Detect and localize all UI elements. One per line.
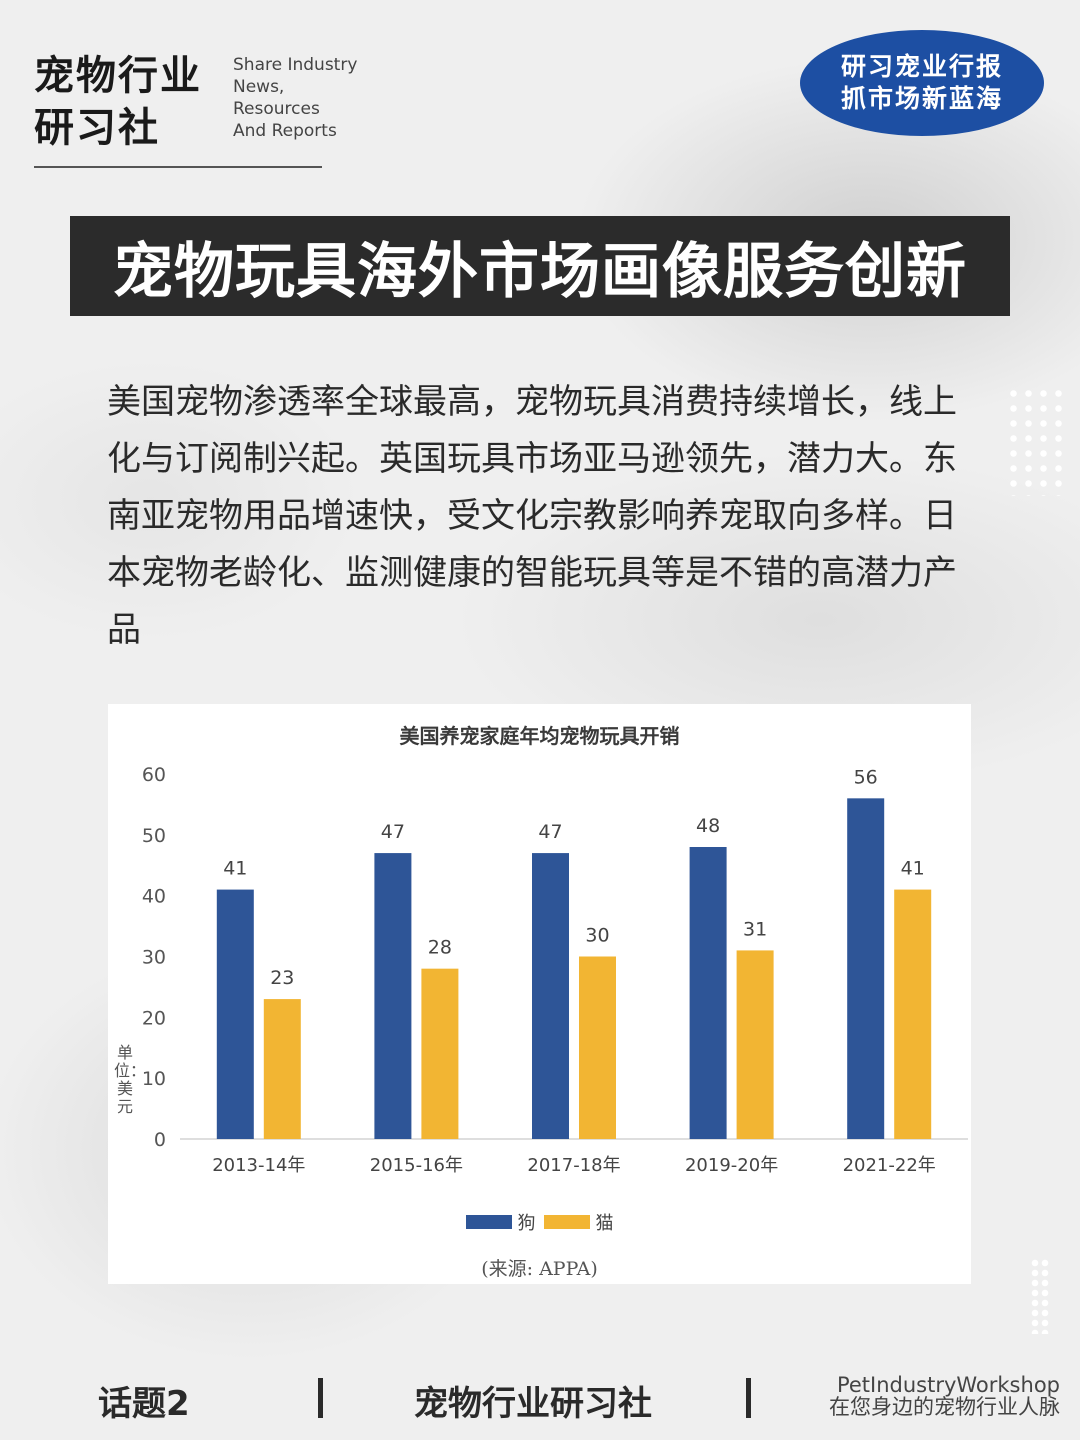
x-tick-label: 2017-18年 — [527, 1155, 620, 1176]
footer-en-name: PetIndustryWorkshop — [836, 1373, 1060, 1397]
data-label: 28 — [428, 937, 452, 959]
intro-paragraph: 美国宠物渗透率全球最高，宠物玩具消费持续增长，线上化与订阅制兴起。英国玩具市场亚… — [107, 382, 957, 650]
data-label: 56 — [854, 766, 878, 788]
data-label: 23 — [270, 967, 294, 989]
legend-swatch-dog — [465, 1215, 512, 1229]
bar-dog — [374, 853, 412, 1139]
footer-divider — [746, 1378, 751, 1418]
x-tick-label: 2019-20年 — [685, 1155, 778, 1176]
bar-cat — [736, 950, 774, 1139]
header-badge: 研习宠业行报 抓市场新蓝海 — [800, 30, 1044, 136]
legend-item-dog: 狗 — [465, 1209, 536, 1235]
decorative-dot-grid — [1006, 386, 1068, 496]
bar-cat — [421, 968, 459, 1139]
legend-swatch-cat — [543, 1215, 590, 1229]
legend-label-cat: 猫 — [595, 1213, 614, 1234]
bar-cat — [579, 956, 616, 1139]
footer-tagline: PetIndustryWorkshop 在您身边的宠物行业人脉 — [760, 1374, 1060, 1418]
brand-tagline-line: Resources — [233, 99, 320, 119]
brand-name-line2: 研习社 — [34, 105, 160, 151]
brand-tagline-line: Share Industry — [233, 55, 358, 75]
bar-chart: 0 10 20 30 40 50 60 2013-14年 41 23 2015-16年 47 28 201… — [142, 764, 968, 1176]
data-label: 31 — [743, 918, 767, 940]
chart-card: 0 10 20 30 40 50 60 2013-14年 41 23 2015-16年 47 28 201… — [108, 704, 971, 1284]
y-tick-label: 0 — [154, 1129, 166, 1151]
bar-dog — [532, 853, 569, 1139]
data-label: 47 — [538, 821, 562, 843]
brand-divider — [34, 166, 322, 168]
x-tick-label: 2015-16年 — [370, 1155, 463, 1176]
decorative-dot-grid — [1030, 1258, 1050, 1334]
data-label: 41 — [901, 858, 925, 880]
y-tick-label: 10 — [142, 1068, 166, 1090]
badge-line2: 抓市场新蓝海 — [840, 84, 1003, 113]
legend-label-dog: 狗 — [517, 1213, 536, 1234]
brand-name-line1: 宠物行业 — [34, 53, 202, 99]
footer-cn-tagline: 在您身边的宠物行业人脉 — [829, 1395, 1060, 1419]
footer-brand: 宠物行业研习社 — [414, 1384, 652, 1424]
data-label: 47 — [381, 821, 405, 843]
bar-dog — [216, 889, 254, 1139]
y-tick-label: 20 — [142, 1007, 166, 1029]
bar-cat — [894, 889, 932, 1139]
data-label: 48 — [696, 815, 720, 837]
footer-topic: 话题2 — [98, 1384, 190, 1424]
footer: 话题2 宠物行业研习社 PetIndustryWorkshop 在您身边的宠物行… — [0, 1370, 1080, 1430]
brand-tagline: Share Industry News, Resources And Repor… — [233, 54, 373, 142]
brand-tagline-line: And Reports — [233, 121, 337, 141]
y-tick-label: 30 — [142, 947, 166, 969]
y-tick-label: 60 — [142, 764, 166, 786]
brand-tagline-line: News, — [233, 77, 285, 97]
chart-title: 美国养宠家庭年均宠物玩具开销 — [399, 724, 680, 748]
badge-line1: 研习宠业行报 — [840, 52, 1003, 81]
brand-name: 宠物行业 研习社 — [34, 50, 224, 154]
y-tick-label: 40 — [142, 886, 166, 908]
bar-dog — [689, 847, 727, 1139]
data-label: 30 — [585, 925, 609, 947]
y-axis-label: 单位：美元 — [114, 1043, 147, 1116]
footer-divider — [318, 1378, 323, 1418]
y-tick-label: 50 — [142, 825, 166, 847]
x-tick-label: 2013-14年 — [212, 1155, 305, 1176]
page-title: 宠物玩具海外市场画像服务创新 — [70, 216, 1010, 316]
chart-source: (来源: APPA) — [481, 1258, 598, 1280]
bar-dog — [847, 798, 885, 1139]
data-label: 41 — [223, 858, 247, 880]
x-tick-label: 2021-22年 — [843, 1155, 936, 1176]
chart-legend: 狗 猫 — [108, 1209, 971, 1235]
legend-item-cat: 猫 — [543, 1209, 614, 1235]
bar-cat — [263, 999, 301, 1139]
